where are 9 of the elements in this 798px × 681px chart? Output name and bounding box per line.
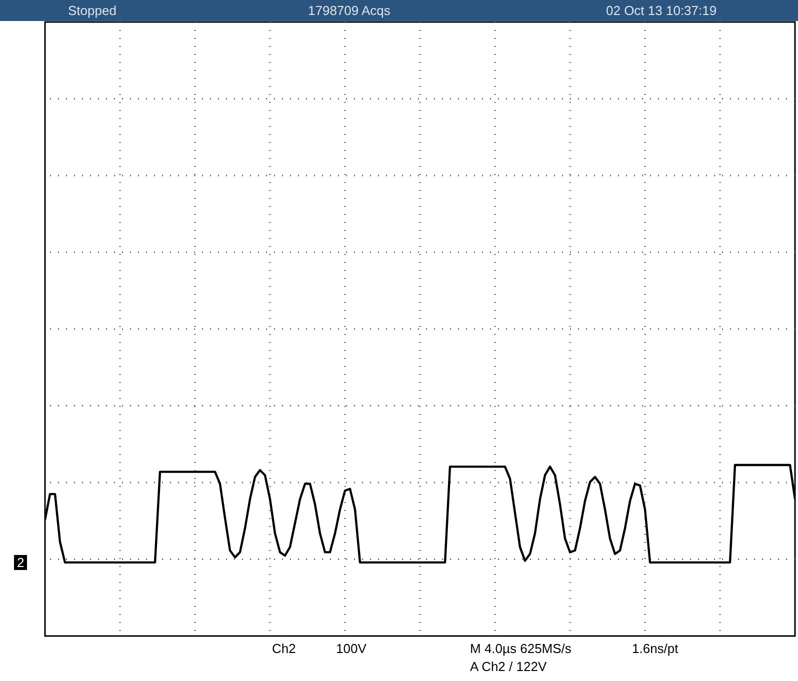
text: 2 <box>14 555 28 570</box>
text: A Ch2 / 122V <box>470 659 547 674</box>
text: M 4.0µs 625MS/s <box>470 641 572 656</box>
text: 02 Oct 13 10:37:19 <box>606 3 717 18</box>
text: 100V <box>336 641 366 656</box>
text: 1798709 Acqs <box>308 3 390 18</box>
text: Stopped <box>68 3 116 18</box>
text: Ch2 <box>272 641 296 656</box>
text: 1.6ns/pt <box>632 641 678 656</box>
